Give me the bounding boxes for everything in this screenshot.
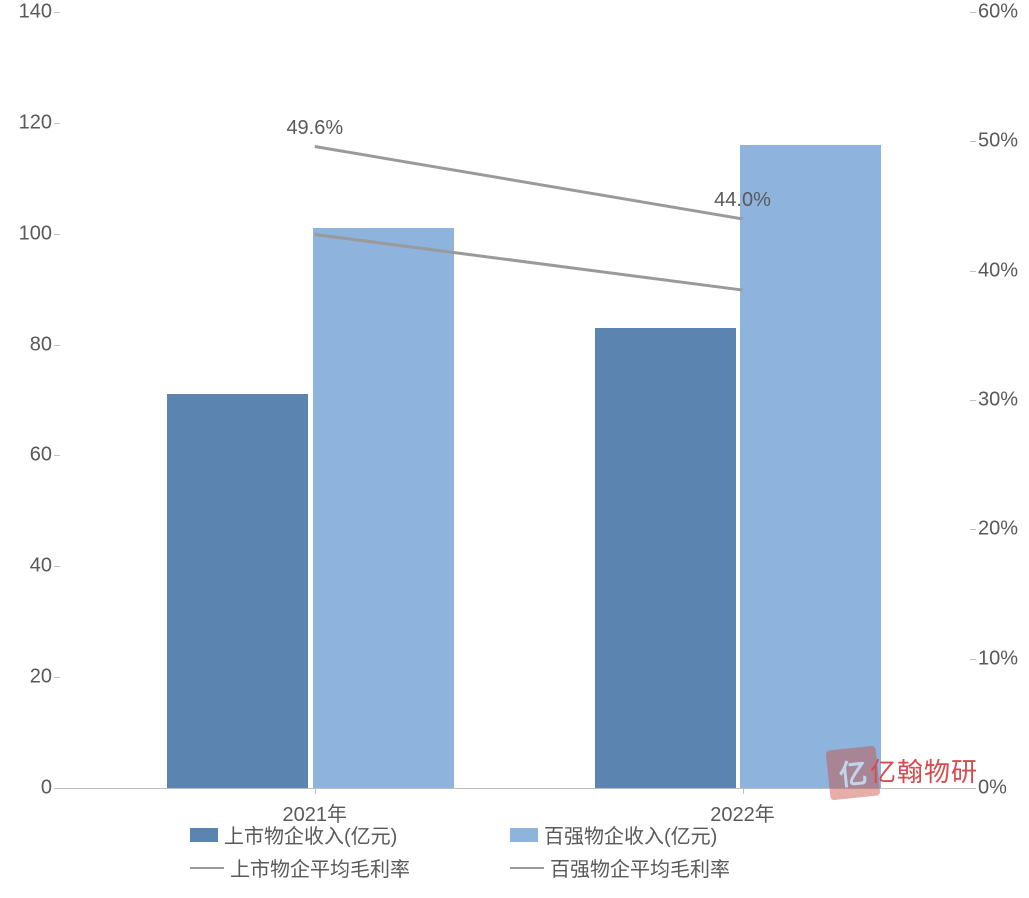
y-right-tick-label: 50% xyxy=(978,130,1018,153)
y-right-tick-mark xyxy=(970,529,976,530)
y-left-tick-label: 80 xyxy=(30,333,52,356)
y-right-tick-label: 40% xyxy=(978,259,1018,282)
y-left-tick-label: 0 xyxy=(41,777,52,800)
plot-area: 0204060801001201400%10%20%30%40%50%60%20… xyxy=(60,12,970,788)
legend-swatch-line xyxy=(510,867,544,869)
legend-label: 百强物企收入(亿元) xyxy=(544,820,717,849)
y-left-tick-label: 140 xyxy=(19,1,52,24)
y-left-tick-mark xyxy=(54,455,60,456)
legend-item: 上市物企平均毛利率 xyxy=(190,853,410,882)
legend-swatch-bar xyxy=(510,828,538,842)
y-right-tick-mark xyxy=(970,12,976,13)
legend-item: 百强物企平均毛利率 xyxy=(510,853,730,882)
legend-item: 百强物企收入(亿元) xyxy=(510,820,730,849)
legend: 上市物企收入(亿元) 百强物企收入(亿元) 上市物企平均毛利率 百强物企平均毛利率 xyxy=(190,820,730,882)
x-axis-baseline xyxy=(60,788,970,789)
y-left-tick-label: 20 xyxy=(30,666,52,689)
legend-label: 上市物企平均毛利率 xyxy=(230,853,410,882)
bar xyxy=(167,394,308,788)
y-left-tick-mark xyxy=(54,123,60,124)
y-right-tick-label: 30% xyxy=(978,389,1018,412)
y-left-tick-mark xyxy=(54,12,60,13)
y-right-tick-label: 10% xyxy=(978,647,1018,670)
y-right-tick-mark xyxy=(970,141,976,142)
y-right-tick-mark xyxy=(970,271,976,272)
line-data-label: 49.6% xyxy=(286,117,343,140)
x-axis-tick-mark xyxy=(315,788,316,794)
legend-swatch-line xyxy=(190,867,224,869)
y-left-tick-label: 120 xyxy=(19,111,52,134)
chart-container: 0204060801001201400%10%20%30%40%50%60%20… xyxy=(0,0,1029,898)
y-left-tick-mark xyxy=(54,345,60,346)
y-left-tick-mark xyxy=(54,234,60,235)
y-left-tick-label: 100 xyxy=(19,222,52,245)
y-left-tick-mark xyxy=(54,566,60,567)
y-left-tick-mark xyxy=(54,677,60,678)
legend-item: 上市物企收入(亿元) xyxy=(190,820,410,849)
line-series xyxy=(315,147,743,219)
y-right-tick-mark xyxy=(970,788,976,789)
y-right-tick-mark xyxy=(970,659,976,660)
x-axis-tick-mark xyxy=(743,788,744,794)
y-right-tick-label: 60% xyxy=(978,1,1018,24)
bar xyxy=(595,328,736,788)
y-right-tick-mark xyxy=(970,400,976,401)
y-right-tick-label: 20% xyxy=(978,518,1018,541)
legend-swatch-bar xyxy=(190,828,218,842)
line-data-label: 44.0% xyxy=(714,189,771,212)
bar xyxy=(313,228,454,788)
legend-label: 上市物企收入(亿元) xyxy=(224,820,397,849)
legend-label: 百强物企平均毛利率 xyxy=(550,853,730,882)
y-left-tick-label: 40 xyxy=(30,555,52,578)
y-right-tick-label: 0% xyxy=(978,777,1007,800)
y-left-tick-label: 60 xyxy=(30,444,52,467)
bar xyxy=(740,145,881,788)
